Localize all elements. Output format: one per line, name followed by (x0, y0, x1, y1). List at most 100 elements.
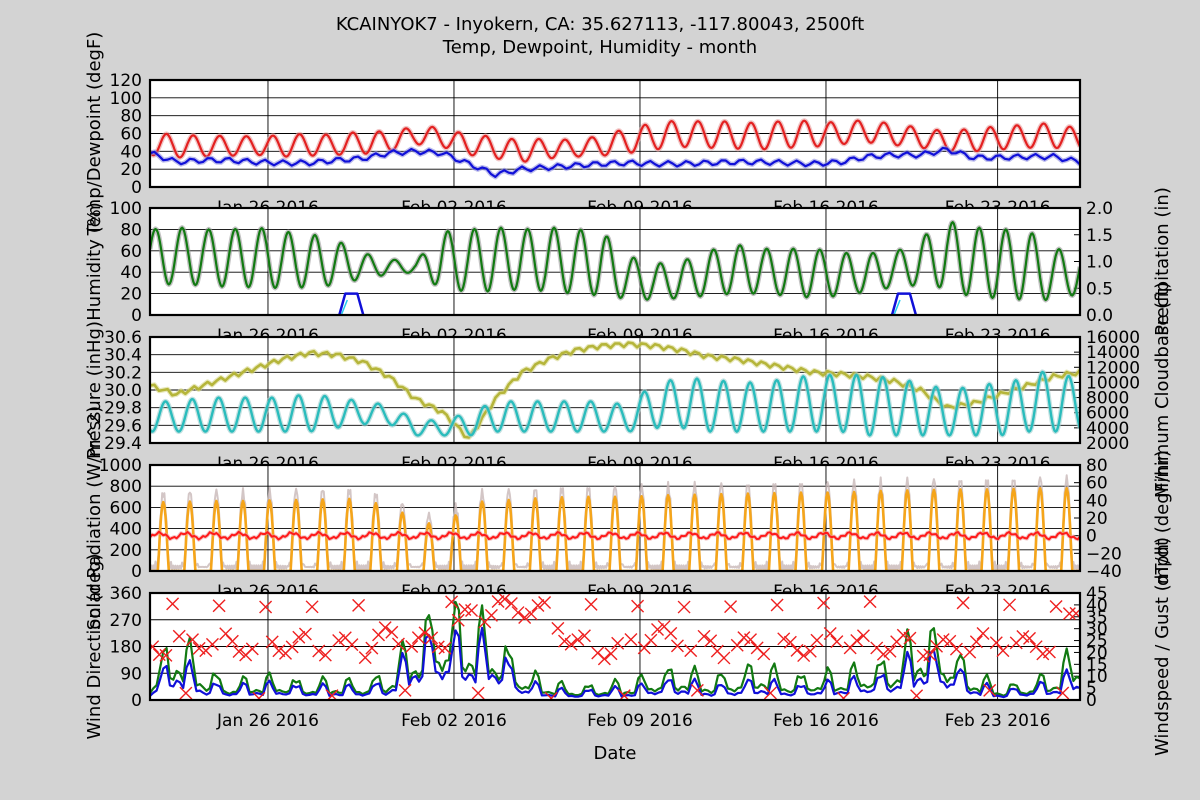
y-tick-label: 29.4 (104, 434, 142, 454)
wind-direction-marker (949, 642, 963, 656)
y-right-tick-label: 35 (1086, 608, 1108, 628)
y-tick-label: 0 (131, 691, 142, 711)
y-axis-label: Humidity (%) (84, 202, 105, 321)
wind-direction-marker (1042, 645, 1056, 659)
wind-speed-line (150, 626, 1080, 699)
wind-direction-marker (697, 629, 711, 643)
humidity-line (150, 221, 1080, 302)
wind-direction-marker (318, 648, 332, 662)
y-right-tick-label: 0 (1086, 691, 1097, 711)
wind-direction-marker (358, 651, 372, 665)
wind-direction-marker (963, 645, 977, 659)
y-axis-label: Wind Direction (deg) (84, 554, 105, 740)
x-axis-label: Date (593, 743, 636, 764)
wind-direction-marker (332, 634, 346, 648)
y-axis-label-right: dT/dt (degF/hr) (1152, 450, 1173, 586)
wind-direction-marker (577, 629, 591, 643)
wind-direction-marker (312, 644, 326, 658)
x-tick-label: Feb 02 2016 (401, 711, 507, 731)
wind-direction-marker (989, 636, 1003, 650)
x-tick-label: Feb 16 2016 (773, 711, 879, 731)
y-right-tick-label: 10 (1086, 667, 1108, 687)
wind-direction-marker (385, 625, 399, 639)
wind-direction-marker (445, 595, 459, 609)
wind-direction-marker (465, 604, 479, 617)
y-right-tick-label: 8000 (1086, 389, 1129, 409)
wind-direction-marker (837, 691, 851, 700)
wind-direction-marker (438, 641, 452, 655)
wind-direction-marker (823, 627, 837, 641)
y-right-tick-label: 0.5 (1086, 279, 1113, 299)
wind-direction-marker (179, 686, 193, 700)
wind-direction-marker (491, 594, 505, 608)
y-tick-label: 29.6 (104, 416, 142, 436)
wind-direction-marker (724, 600, 738, 614)
wind-direction-marker (983, 683, 997, 697)
y-right-tick-label: 20 (1086, 643, 1108, 663)
wind-direction-marker (518, 611, 532, 624)
wind-direction-marker (498, 593, 512, 606)
plot-frame (148, 335, 1082, 445)
solar-max-band (150, 474, 1080, 571)
plot-frame (148, 591, 1082, 702)
plot-series (150, 118, 1080, 180)
y-right-tick-label: 10000 (1086, 373, 1140, 393)
y-right-tick-label: 2000 (1086, 434, 1129, 454)
y-tick-label: 20 (120, 160, 142, 180)
wind-direction-marker (365, 641, 379, 655)
wind-direction-marker (850, 634, 864, 648)
wind-direction-marker (504, 596, 518, 610)
plot-series (150, 593, 1080, 700)
wind-gust-line (150, 600, 1080, 697)
y-axis-label-right: Minimum Cloudbase (ft) (1152, 282, 1173, 498)
y-tick-label: 60 (120, 242, 142, 262)
y-tick-label: 100 (110, 199, 142, 219)
wind-direction-marker (863, 595, 877, 609)
y-right-tick-label: 14000 (1086, 343, 1140, 363)
wind-direction-marker (644, 633, 658, 647)
wind-direction-marker (166, 597, 180, 611)
wind-direction-marker (637, 641, 651, 655)
y-tick-label: 90 (120, 664, 142, 684)
wind-direction-marker (378, 621, 392, 635)
y-tick-label: 40 (120, 142, 142, 162)
wind-direction-marker (1023, 631, 1037, 645)
panel-5: 0 90 180 270 360 Jan 26 2016 Feb 02 2016 Feb 09… (84, 537, 1173, 756)
wind-direction-marker (996, 644, 1010, 658)
y-tick-label: 30.4 (104, 346, 142, 366)
pressure-line (150, 341, 1080, 439)
wind-direction-marker (690, 683, 704, 697)
wind-direction-marker (856, 629, 870, 643)
y-right-tick-label: 12000 (1086, 358, 1140, 378)
wind-direction-marker (883, 644, 897, 658)
wind-direction-marker (298, 627, 312, 641)
y-right-tick-label: 60 (1086, 474, 1108, 494)
y-tick-label: 120 (110, 71, 142, 91)
wind-direction-marker (790, 643, 804, 657)
wind-direction-marker (285, 640, 299, 654)
wind-direction-marker (797, 649, 811, 663)
x-tick-label: Feb 09 2016 (587, 711, 693, 731)
wind-direction-marker (352, 598, 366, 612)
wind-direction-marker (205, 637, 219, 651)
wind-direction-marker (292, 630, 306, 644)
y-tick-label: 40 (120, 263, 142, 283)
y-tick-label: 0 (131, 562, 142, 582)
x-tick-label: Feb 23 2016 (945, 711, 1051, 731)
wind-direction-marker (770, 598, 784, 612)
wind-direction-marker (777, 632, 791, 646)
y-axis-label: Pressure (inHg) (84, 321, 105, 459)
wind-direction-marker (597, 652, 611, 666)
chart-title-line1: KCAINYOK7 - Inyokern, CA: 35.627113, -11… (336, 14, 864, 35)
wind-direction-marker (604, 647, 618, 661)
wind-direction-marker (717, 651, 731, 665)
y-tick-label: 100 (110, 89, 142, 109)
wind-direction-marker (451, 613, 465, 627)
y-axis-label-right: Windspeed / Gust (mph) (1152, 537, 1173, 756)
wind-direction-marker (730, 638, 744, 652)
wind-direction-marker (624, 633, 638, 647)
wind-direction-marker (564, 637, 578, 651)
chart-title-line2: Temp, Dewpoint, Humidity - month (442, 37, 757, 58)
